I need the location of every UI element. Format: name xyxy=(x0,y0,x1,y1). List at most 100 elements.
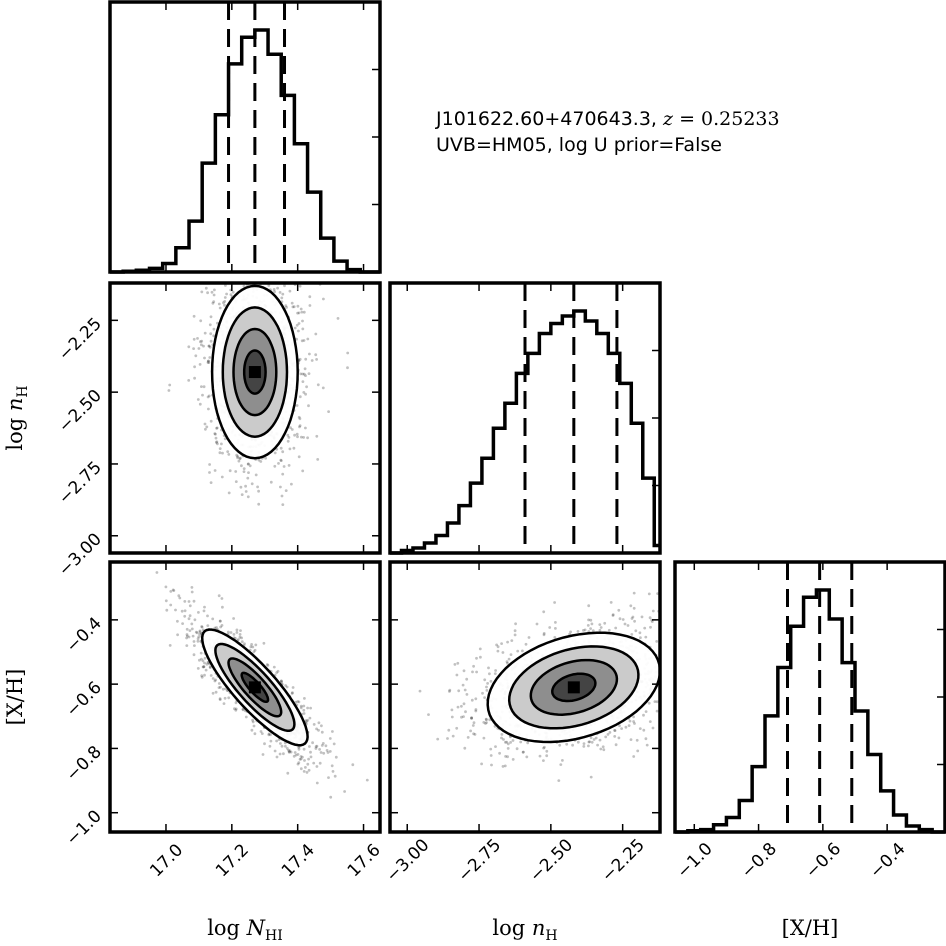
scatter-point xyxy=(315,434,319,438)
x-axis-label-lognH: log nH xyxy=(492,916,557,944)
scatter-point xyxy=(462,669,466,673)
scatter-point xyxy=(296,700,300,703)
scatter-point xyxy=(598,623,602,626)
scatter-point xyxy=(187,635,191,639)
scatter-point xyxy=(237,459,241,463)
scatter-point xyxy=(221,451,224,455)
scatter-point xyxy=(496,645,500,649)
scatter-point xyxy=(282,752,285,756)
scatter-point xyxy=(456,661,460,665)
scatter-point xyxy=(190,262,193,265)
scatter-point xyxy=(297,745,300,749)
scatter-point xyxy=(326,751,330,754)
scatter-point xyxy=(190,590,194,594)
scatter-point xyxy=(217,682,221,685)
scatter-point xyxy=(220,597,224,600)
scatter-point xyxy=(265,663,269,666)
y-axis-label-lognH: log nH xyxy=(3,385,31,450)
scatter-point xyxy=(298,417,302,421)
scatter-point xyxy=(509,653,513,656)
scatter-point xyxy=(198,629,202,633)
scatter-point xyxy=(651,609,655,613)
contour-line xyxy=(551,672,597,703)
scatter-point xyxy=(307,768,311,772)
y-axis-label-XH: [X/H] xyxy=(3,669,27,726)
scatter-point xyxy=(243,642,246,646)
scatter-point xyxy=(296,311,299,315)
scatter-point xyxy=(220,475,224,479)
scatter-point xyxy=(636,749,640,753)
scatter-point xyxy=(284,684,287,687)
scatter-point xyxy=(273,290,276,294)
scatter-point xyxy=(294,753,298,757)
scatter-point xyxy=(504,755,507,758)
scatter-point xyxy=(203,656,207,660)
scatter-point xyxy=(203,661,206,665)
hist-frame xyxy=(108,0,382,274)
scatter-point xyxy=(245,168,248,171)
scatter-point xyxy=(207,394,211,398)
scatter-point xyxy=(197,635,201,639)
scatter-point xyxy=(200,675,204,679)
scatter-point xyxy=(197,611,200,614)
contour-line xyxy=(200,628,309,747)
scatter-point xyxy=(219,625,223,629)
scatter-point xyxy=(196,639,200,643)
scatter-point xyxy=(346,366,349,370)
scatter-point xyxy=(448,688,452,692)
scatter-point xyxy=(193,618,197,622)
scatter-point xyxy=(315,358,318,361)
scatter-point xyxy=(543,745,546,749)
scatter-point xyxy=(304,766,307,769)
scatter-point xyxy=(192,599,196,603)
scatter-point xyxy=(553,601,556,604)
scatter-point xyxy=(308,716,312,720)
scatter-point xyxy=(630,633,634,636)
scatter-point xyxy=(290,301,294,305)
scatter-point xyxy=(317,728,320,732)
scatter-point xyxy=(197,347,201,350)
scatter-point xyxy=(194,354,198,358)
scatter-point xyxy=(472,732,475,736)
scatter-point xyxy=(199,340,202,344)
scatter-point xyxy=(275,671,279,674)
scatter-point xyxy=(643,626,647,630)
scatter-point xyxy=(614,743,618,747)
scatter-point xyxy=(317,721,321,725)
scatter-point xyxy=(316,458,320,461)
scatter-point xyxy=(200,290,204,294)
scatter-point xyxy=(193,365,197,369)
scatter-point xyxy=(599,747,603,751)
scatter-point xyxy=(484,722,487,725)
scatter-point xyxy=(234,707,238,711)
scatter-point xyxy=(212,334,216,338)
scatter-point xyxy=(300,339,304,343)
scatter-point xyxy=(482,736,486,740)
scatter-point xyxy=(700,687,703,690)
scatter-point xyxy=(188,629,192,632)
scatter-point xyxy=(292,754,296,758)
scatter-point xyxy=(246,495,250,499)
scatter-point xyxy=(485,721,488,724)
scatter-point xyxy=(482,721,486,724)
scatter-point xyxy=(486,682,489,685)
scatter-point xyxy=(292,446,296,450)
scatter-point xyxy=(475,670,478,674)
scatter-point xyxy=(613,729,617,732)
scatter-point xyxy=(310,359,314,362)
scatter-point xyxy=(206,395,210,399)
scatter-point xyxy=(187,617,191,621)
scatter-point xyxy=(303,759,306,762)
scatter-point xyxy=(202,344,205,348)
hist-step-line xyxy=(110,28,380,274)
scatter-point xyxy=(502,738,505,741)
scatter-point xyxy=(606,733,610,736)
scatter-point xyxy=(224,236,227,239)
joint-frame xyxy=(388,560,662,834)
scatter-point xyxy=(285,747,289,750)
scatter-point xyxy=(198,363,202,366)
scatter-point xyxy=(582,629,585,632)
scatter-point xyxy=(680,758,683,761)
scatter-point xyxy=(176,619,179,623)
scatter-point xyxy=(594,736,598,740)
